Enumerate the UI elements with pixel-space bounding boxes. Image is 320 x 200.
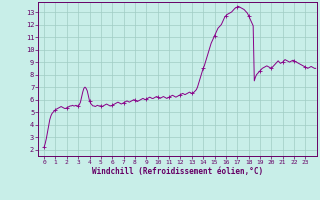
X-axis label: Windchill (Refroidissement éolien,°C): Windchill (Refroidissement éolien,°C) [92, 167, 263, 176]
